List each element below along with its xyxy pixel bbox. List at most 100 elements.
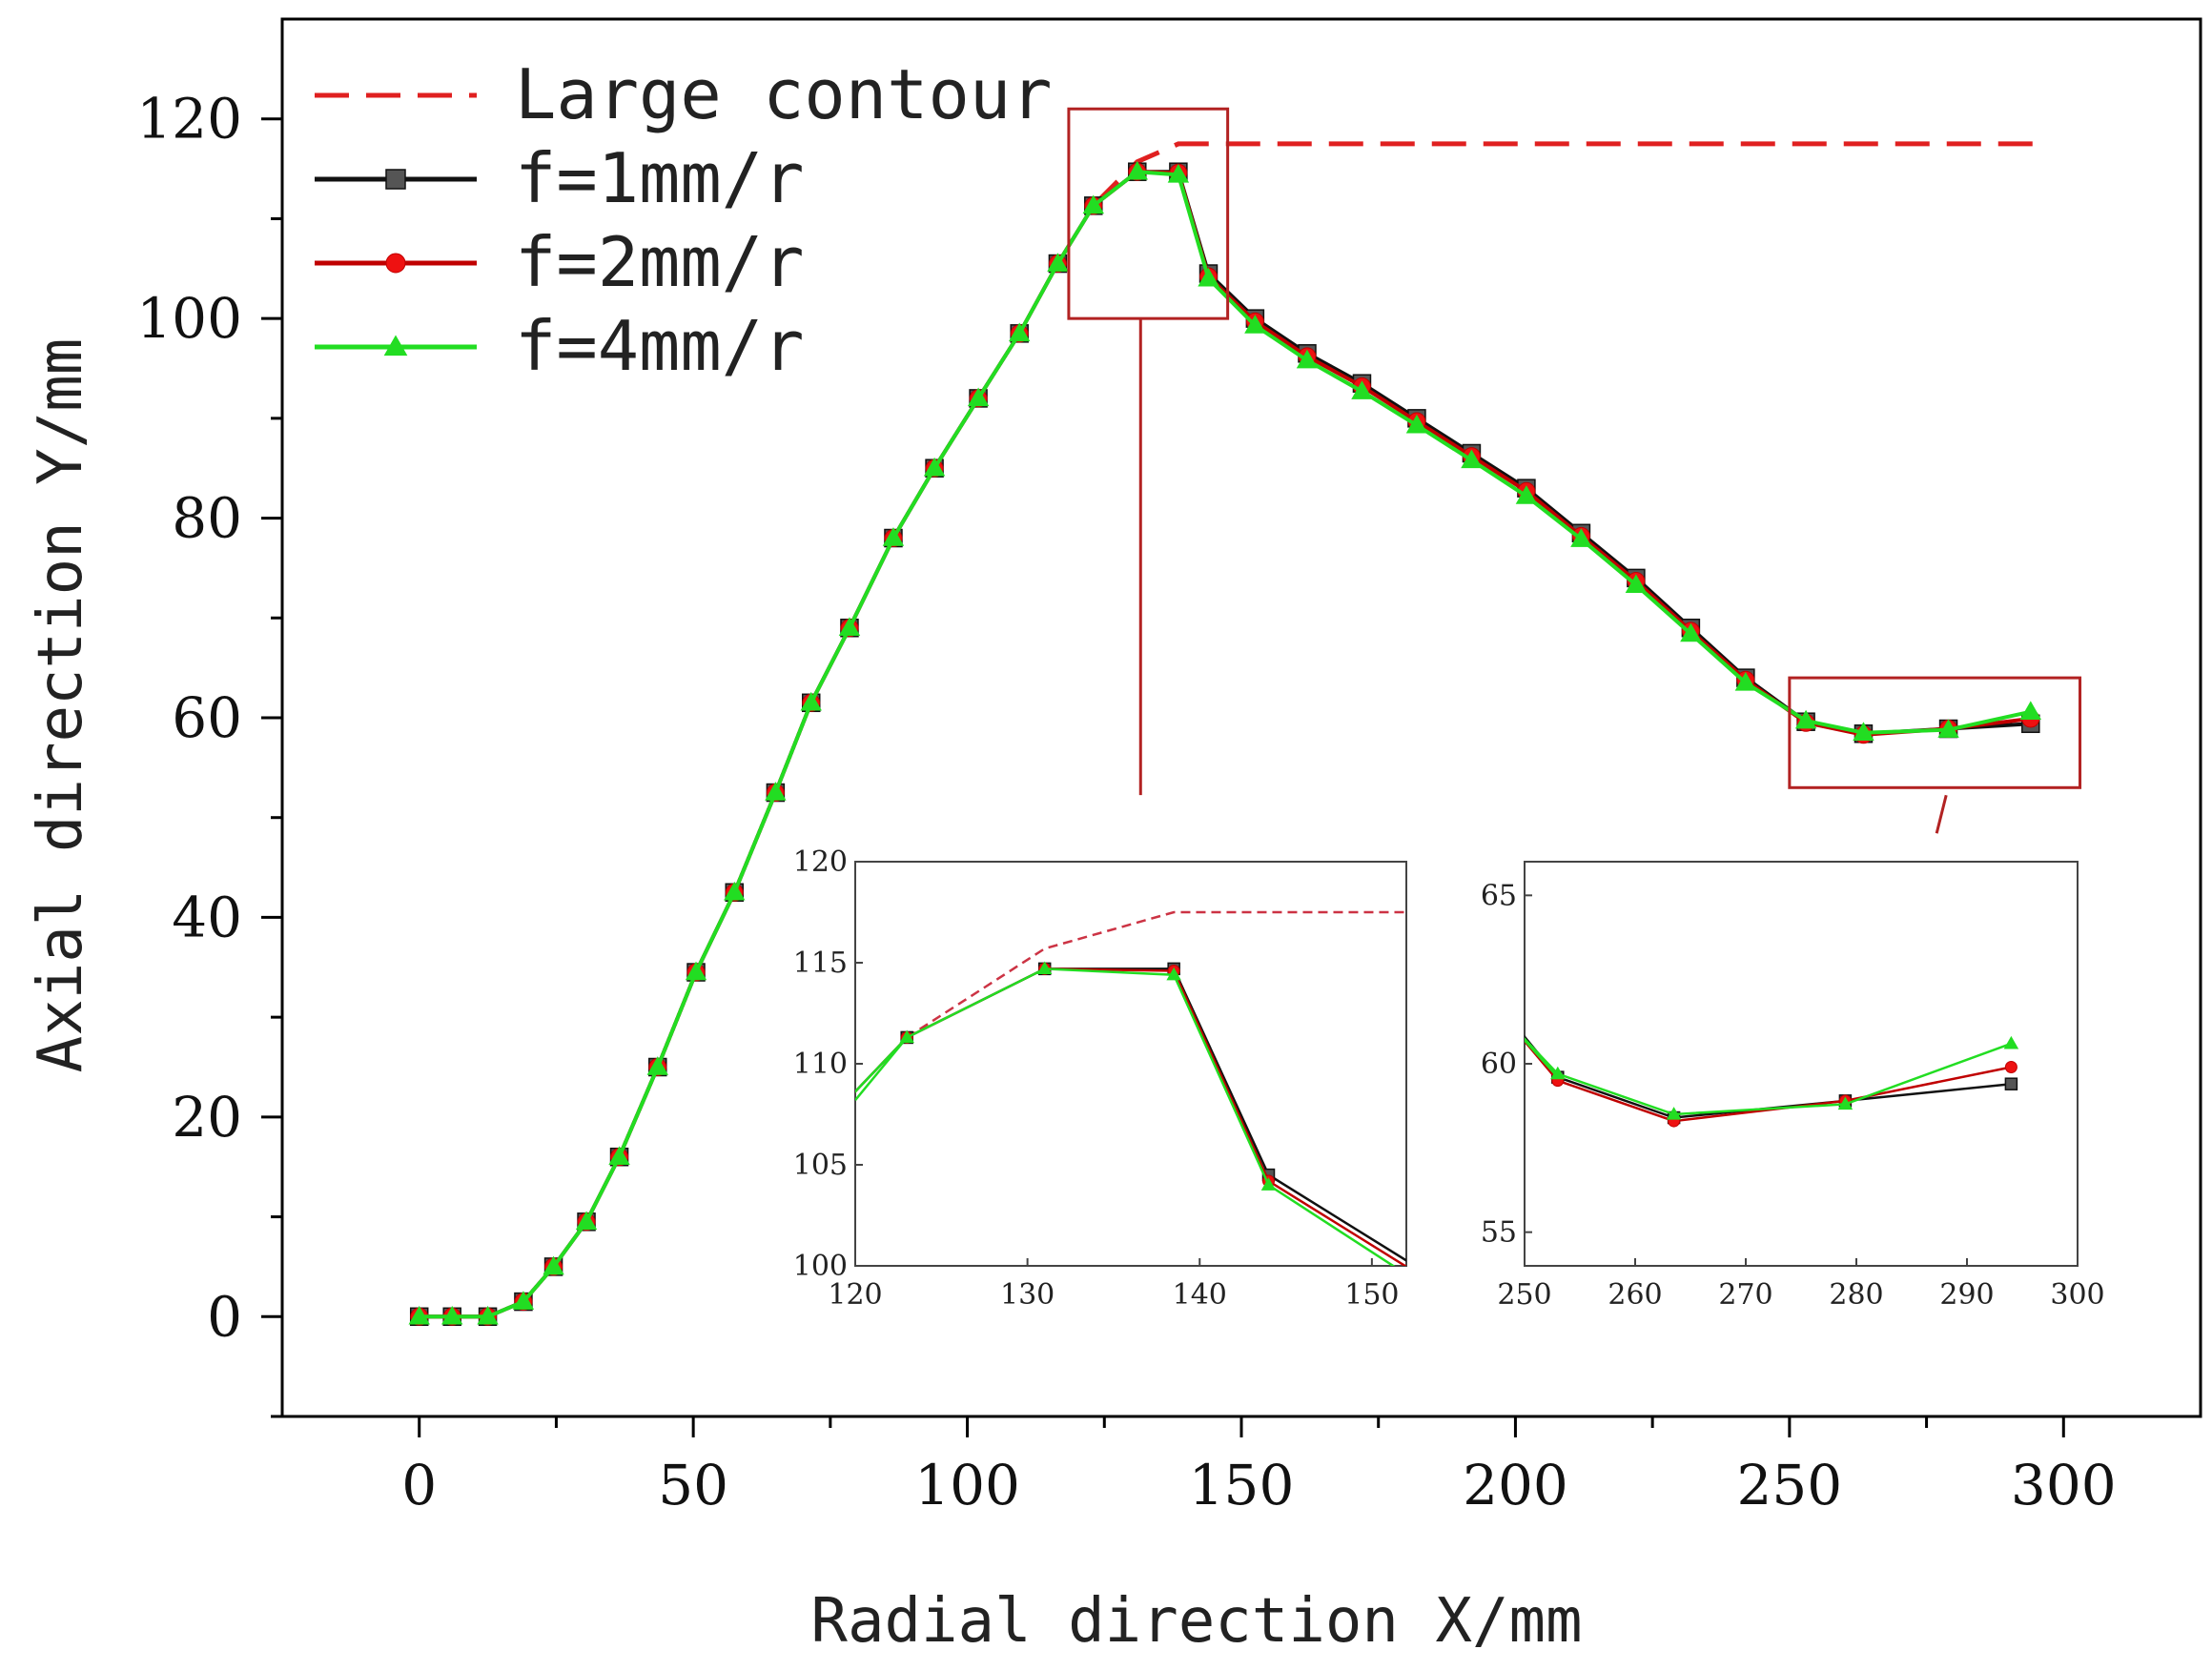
data-point bbox=[2019, 701, 2042, 720]
data-point bbox=[1853, 722, 1874, 741]
zoom-leader bbox=[1935, 794, 1948, 834]
inset-data-point bbox=[1837, 1096, 1854, 1110]
x-tick-label: 0 bbox=[401, 1453, 437, 1517]
inset-x-tick-label: 280 bbox=[1829, 1278, 1883, 1312]
series-layer bbox=[408, 141, 2042, 1327]
x-tick-label: 250 bbox=[1736, 1453, 1842, 1517]
inset-x-tick-label: 130 bbox=[1000, 1278, 1055, 1312]
inset-series-line bbox=[855, 967, 1396, 1266]
x-tick-label: 100 bbox=[914, 1453, 1020, 1517]
legend-label: Large contour bbox=[515, 54, 1053, 134]
data-point bbox=[1794, 709, 1817, 729]
data-point bbox=[800, 691, 822, 711]
inset-data-point bbox=[2004, 1061, 2017, 1074]
y-tick-label: 120 bbox=[136, 87, 242, 152]
data-point bbox=[882, 527, 905, 546]
data-point bbox=[1296, 349, 1319, 369]
inset-series-f=4mm/r bbox=[855, 961, 1396, 1266]
inset-x-tick-label: 250 bbox=[1497, 1278, 1551, 1312]
zoom-boxes bbox=[1067, 107, 2082, 834]
y-tick-label: 0 bbox=[207, 1284, 242, 1349]
x-tick-label: 200 bbox=[1463, 1453, 1568, 1517]
legend-item: f=1mm/r bbox=[315, 138, 804, 218]
zoom-box bbox=[1788, 676, 2082, 789]
data-point bbox=[765, 782, 787, 801]
inset-peak: 120 130 140 150 100 105 110 115 120 bbox=[793, 845, 1407, 1312]
inset-x-tick-label: 290 bbox=[1939, 1278, 1994, 1312]
inset-data-point bbox=[2003, 1035, 2019, 1049]
data-point bbox=[724, 881, 746, 901]
data-point bbox=[685, 961, 707, 981]
data-point bbox=[512, 1291, 535, 1310]
legend-marker bbox=[383, 335, 408, 356]
inset-x-tick-label: 150 bbox=[1344, 1278, 1399, 1312]
inset-frame bbox=[854, 861, 1407, 1267]
inset-x-tick-label: 120 bbox=[828, 1278, 882, 1312]
inset-x-tick-label: 270 bbox=[1718, 1278, 1772, 1312]
series-f=4mm/r bbox=[408, 160, 2042, 1325]
legend-label: f=2mm/r bbox=[515, 222, 804, 302]
inset-y-tick-label: 55 bbox=[1481, 1216, 1517, 1250]
y-tick-label: 20 bbox=[172, 1085, 242, 1150]
y-tick-label: 100 bbox=[136, 286, 242, 351]
data-point bbox=[1734, 671, 1757, 691]
data-point bbox=[408, 1305, 430, 1325]
data-point bbox=[608, 1146, 630, 1166]
inset-y-tick-label: 105 bbox=[793, 1149, 848, 1182]
data-point bbox=[1167, 163, 1190, 183]
data-point bbox=[543, 1255, 564, 1275]
series-Large contour bbox=[1092, 141, 2037, 208]
inset-y-tick-label: 110 bbox=[793, 1048, 848, 1081]
inset-x-tick-label: 140 bbox=[1173, 1278, 1227, 1312]
y-axis-ticks: 0 20 40 60 80 100 120 bbox=[136, 87, 282, 1418]
data-point bbox=[1351, 380, 1373, 399]
data-point bbox=[1047, 253, 1069, 272]
data-point bbox=[1625, 574, 1648, 593]
data-point bbox=[1570, 528, 1592, 547]
data-point bbox=[1008, 322, 1031, 342]
data-point bbox=[967, 387, 990, 407]
inset-x-tick-label: 300 bbox=[2050, 1278, 2104, 1312]
inset-data-point bbox=[1260, 1177, 1277, 1191]
inset-y-tick-label: 115 bbox=[793, 947, 848, 980]
data-point bbox=[1198, 267, 1219, 287]
y-tick-label: 80 bbox=[172, 486, 242, 551]
inset-data-point bbox=[899, 1029, 914, 1044]
inset-series-Large contour bbox=[906, 910, 1406, 1039]
x-axis-title: Radial direction X/mm bbox=[810, 1586, 1582, 1657]
data-point bbox=[838, 617, 861, 637]
legend-item: f=2mm/r bbox=[315, 222, 804, 302]
x-tick-label: 300 bbox=[2011, 1453, 2117, 1517]
data-point bbox=[923, 457, 946, 477]
inset-series-layer bbox=[855, 910, 1406, 1266]
inset-series-line bbox=[855, 967, 1406, 1266]
data-point bbox=[440, 1305, 463, 1325]
inset-y-tick-label: 65 bbox=[1481, 879, 1517, 912]
inset-tail: 250 260 270 280 290 300 55 60 65 bbox=[1481, 861, 2105, 1312]
data-point bbox=[1937, 719, 1959, 738]
data-point bbox=[1680, 622, 1702, 642]
x-axis-ticks: 0 50 100 150 200 250 300 bbox=[401, 1416, 2117, 1517]
legend-marker bbox=[385, 253, 406, 274]
y-tick-label: 60 bbox=[172, 685, 242, 750]
x-tick-label: 50 bbox=[658, 1453, 728, 1517]
inset-data-point bbox=[2004, 1077, 2018, 1090]
inset-y-tick-label: 100 bbox=[793, 1250, 848, 1283]
data-point bbox=[575, 1211, 598, 1231]
x-tick-label: 150 bbox=[1189, 1453, 1295, 1517]
inset-series-layer bbox=[1525, 1034, 2019, 1128]
series-line bbox=[1092, 141, 2037, 208]
inset-data-point bbox=[1666, 1107, 1682, 1120]
data-point bbox=[1405, 414, 1428, 434]
inset-data-point bbox=[1036, 961, 1053, 975]
y-axis-title: Axial direction Y/mm bbox=[26, 338, 96, 1073]
series-line bbox=[419, 170, 2032, 1319]
inset-x-tick-label: 260 bbox=[1608, 1278, 1662, 1312]
inset-lead-line bbox=[855, 1036, 909, 1101]
legend-item: f=4mm/r bbox=[315, 306, 804, 386]
inset-series-line bbox=[906, 910, 1406, 1039]
inset-data-point bbox=[1166, 967, 1181, 981]
